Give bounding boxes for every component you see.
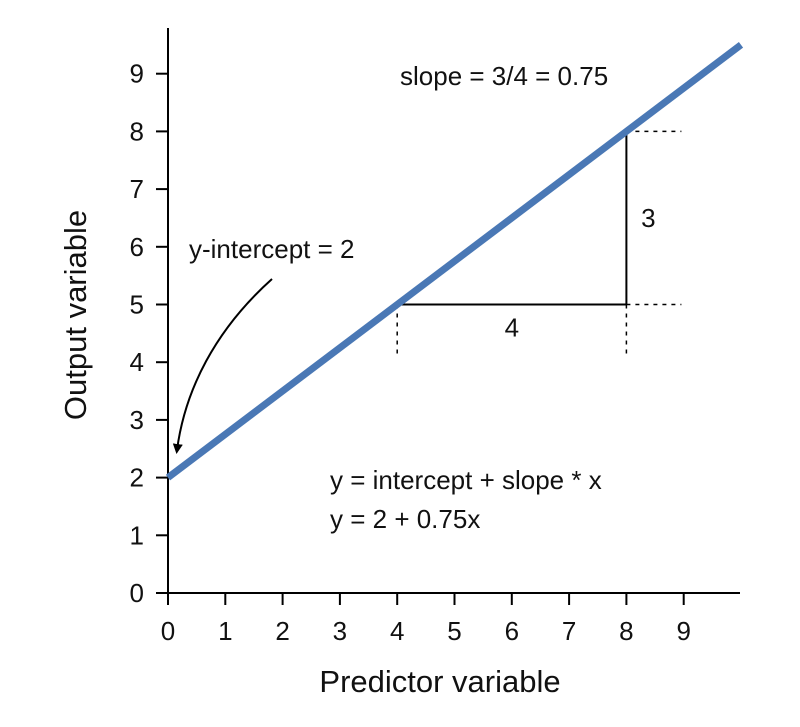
y-tick-label: 8 xyxy=(130,116,144,146)
y-tick-label: 3 xyxy=(130,405,144,435)
x-axis-title: Predictor variable xyxy=(319,664,560,699)
x-tick-label: 7 xyxy=(562,616,576,646)
intercept-arrow-path xyxy=(172,278,273,454)
x-tick-label: 4 xyxy=(390,616,404,646)
slope-annotation: slope = 3/4 = 0.75 xyxy=(400,61,608,91)
y-tick-label: 1 xyxy=(130,520,144,550)
x-tick-label: 2 xyxy=(275,616,289,646)
equation-general: y = intercept + slope * x xyxy=(330,465,602,495)
intercept-annotation: y-intercept = 2 xyxy=(189,234,354,264)
slope-triangle xyxy=(396,130,682,357)
x-tick-label: 9 xyxy=(676,616,690,646)
y-tick-label: 9 xyxy=(130,59,144,89)
series-layer xyxy=(165,42,744,481)
x-ticks: 0 1 2 3 4 5 6 7 8 9 xyxy=(161,593,691,646)
y-tick-label: 0 xyxy=(130,578,144,608)
y-tick-label: 5 xyxy=(130,290,144,320)
x-tick-label: 8 xyxy=(619,616,633,646)
y-tick-label: 7 xyxy=(130,174,144,204)
y-tick-label: 4 xyxy=(130,347,144,377)
x-tick-label: 6 xyxy=(505,616,519,646)
y-ticks: 0 1 2 3 4 5 6 7 8 9 xyxy=(130,59,168,608)
x-tick-label: 1 xyxy=(218,616,232,646)
regression-line xyxy=(165,42,744,481)
y-tick-label: 6 xyxy=(130,232,144,262)
run-label: 4 xyxy=(505,313,519,343)
x-tick-label: 0 xyxy=(161,616,175,646)
rise-label: 3 xyxy=(641,203,655,233)
y-axis-title: Output variable xyxy=(58,210,93,420)
equation-specific: y = 2 + 0.75x xyxy=(330,504,480,534)
x-tick-label: 5 xyxy=(447,616,461,646)
intercept-arrow xyxy=(172,278,273,454)
x-tick-label: 3 xyxy=(333,616,347,646)
y-tick-label: 2 xyxy=(130,463,144,493)
